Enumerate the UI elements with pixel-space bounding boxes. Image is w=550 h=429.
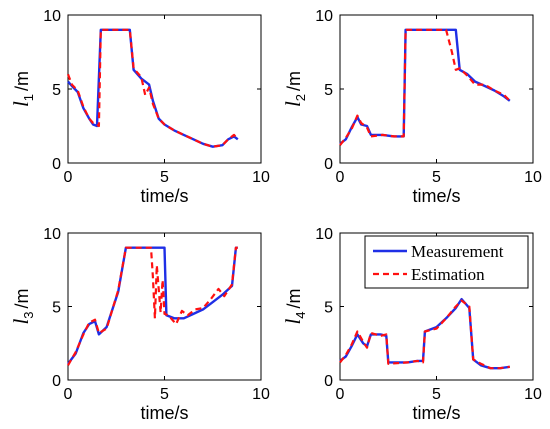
y-axis-label: l3/m <box>9 288 36 324</box>
panel-3: 0 5 10 0 5 10 time/s l3/m <box>9 226 270 423</box>
x-axis-label: time/s <box>140 403 188 423</box>
y-axis-label: l4/m <box>281 288 308 324</box>
measurement-line <box>339 28 511 145</box>
y-tick-label: 10 <box>315 226 333 243</box>
x-tick-label: 5 <box>160 386 169 403</box>
y-tick-label: 10 <box>43 226 61 243</box>
measurement-line <box>67 28 239 148</box>
y-axis-label: l1/m <box>9 71 36 107</box>
y-tick-label: 0 <box>52 373 61 390</box>
y-tick-label: 0 <box>324 156 333 173</box>
x-tick-label: 10 <box>524 386 542 403</box>
y-tick-label: 5 <box>52 300 61 317</box>
estimation-line <box>339 28 511 146</box>
legend: Measurement Estimation <box>364 235 529 289</box>
x-axis-label: time/s <box>412 403 460 423</box>
panel-1: 0 5 10 0 5 10 time/s l1/m <box>9 8 270 206</box>
x-tick-label: 5 <box>160 169 169 186</box>
legend-estimation-label: Estimation <box>411 265 485 284</box>
x-tick-label: 10 <box>252 386 270 403</box>
legend-measurement-label: Measurement <box>411 242 504 261</box>
x-tick-label: 0 <box>336 169 345 186</box>
x-axis-label: time/s <box>140 186 188 206</box>
y-tick-label: 5 <box>324 82 333 99</box>
estimation-line <box>67 246 238 366</box>
x-axis-label: time/s <box>412 186 460 206</box>
estimation-line <box>66 28 239 148</box>
measurement-line <box>67 246 238 365</box>
panel-2: 0 5 10 0 5 10 time/s l2/m <box>281 8 542 206</box>
y-tick-label: 0 <box>52 156 61 173</box>
plot-frame <box>339 14 534 164</box>
x-tick-label: 10 <box>524 169 542 186</box>
legend-box <box>364 235 529 289</box>
x-tick-label: 10 <box>252 169 270 186</box>
y-tick-label: 5 <box>52 82 61 99</box>
x-tick-label: 0 <box>64 169 73 186</box>
x-tick-label: 0 <box>64 386 73 403</box>
y-tick-label: 10 <box>315 8 333 25</box>
plot-frame <box>67 14 262 164</box>
y-axis-label: l2/m <box>281 71 308 107</box>
panel-4: 0 5 10 0 5 10 time/s l4/m <box>281 226 542 423</box>
x-tick-label: 0 <box>336 386 345 403</box>
y-tick-label: 5 <box>324 300 333 317</box>
y-tick-label: 0 <box>324 373 333 390</box>
estimation-line <box>339 299 510 370</box>
y-tick-label: 10 <box>43 8 61 25</box>
x-tick-label: 5 <box>432 386 441 403</box>
x-tick-label: 5 <box>432 169 441 186</box>
measurement-line <box>339 297 510 370</box>
